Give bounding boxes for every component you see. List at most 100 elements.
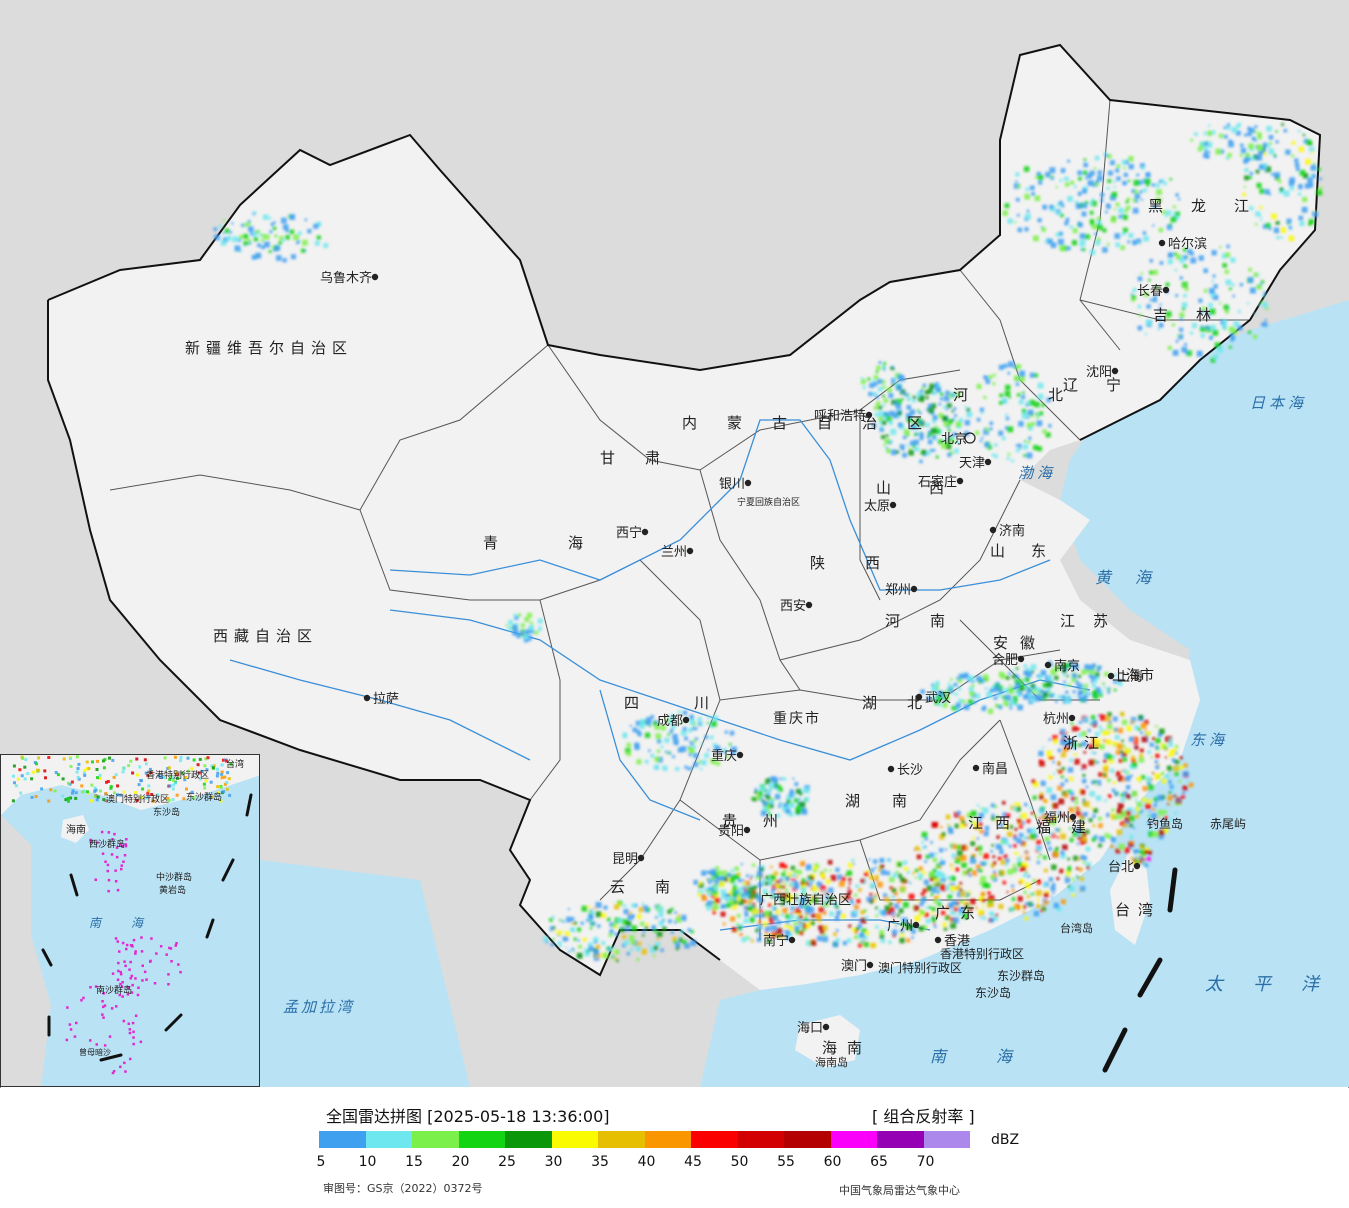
radar-echo bbox=[30, 777, 34, 781]
city-marker[interactable] bbox=[865, 411, 873, 419]
city-marker[interactable] bbox=[1133, 862, 1141, 870]
radar-echo bbox=[1007, 453, 1011, 456]
south-china-sea-inset[interactable]: 香港特别行政区 澳门特别行政区 东沙群岛 东沙岛 海南 西沙群岛 中沙群岛 黄岩… bbox=[0, 754, 260, 1087]
city-marker[interactable] bbox=[363, 694, 371, 702]
radar-echo bbox=[246, 222, 251, 226]
radar-echo bbox=[626, 751, 632, 756]
radar-echo bbox=[896, 398, 902, 405]
island-dot bbox=[111, 1071, 115, 1075]
city-marker[interactable] bbox=[1162, 286, 1170, 294]
radar-echo bbox=[1110, 217, 1117, 223]
radar-echo bbox=[787, 900, 791, 904]
city-marker[interactable] bbox=[686, 547, 694, 555]
radar-echo bbox=[896, 384, 902, 391]
city-marker[interactable] bbox=[989, 526, 997, 534]
radar-echo bbox=[1096, 761, 1100, 764]
city-marker[interactable] bbox=[371, 273, 379, 281]
radar-echo bbox=[1047, 238, 1053, 245]
radar-echo bbox=[738, 926, 742, 930]
city-marker[interactable] bbox=[1111, 367, 1119, 375]
city-marker[interactable] bbox=[889, 501, 897, 509]
region-label: 辽宁 bbox=[1063, 376, 1149, 394]
city-marker[interactable] bbox=[964, 432, 976, 444]
city-label: 海口 bbox=[797, 1021, 823, 1036]
radar-echo bbox=[927, 439, 933, 445]
radar-echo bbox=[608, 932, 613, 937]
city-marker[interactable] bbox=[934, 936, 942, 944]
island-dot bbox=[65, 1038, 69, 1042]
city-marker[interactable] bbox=[641, 528, 649, 536]
radar-echo bbox=[919, 877, 922, 880]
map-canvas[interactable]: 新疆维吾尔自治区 西藏自治区 青海 甘肃 内蒙古自治区 黑龙江 吉林 辽宁 河北… bbox=[0, 0, 1349, 1087]
radar-echo bbox=[1096, 216, 1101, 221]
city-marker[interactable] bbox=[805, 601, 813, 609]
radar-echo bbox=[116, 793, 119, 797]
radar-echo bbox=[758, 932, 762, 936]
city-marker[interactable] bbox=[956, 477, 964, 485]
city-marker[interactable] bbox=[1017, 655, 1025, 663]
city-marker[interactable] bbox=[887, 765, 895, 773]
radar-echo bbox=[1162, 210, 1166, 215]
radar-echo bbox=[968, 873, 972, 877]
radar-echo bbox=[1057, 811, 1061, 815]
inset-labels: 香港特别行政区 澳门特别行政区 东沙群岛 东沙岛 海南 西沙群岛 中沙群岛 黄岩… bbox=[66, 758, 244, 1057]
radar-map[interactable]: 新疆维吾尔自治区 西藏自治区 青海 甘肃 内蒙古自治区 黑龙江 吉林 辽宁 河北… bbox=[0, 0, 1349, 1087]
radar-echo bbox=[1107, 778, 1111, 783]
city-marker[interactable] bbox=[637, 854, 645, 862]
radar-echo bbox=[873, 375, 879, 380]
radar-echo bbox=[1098, 725, 1102, 729]
radar-echo bbox=[1102, 247, 1108, 253]
radar-echo bbox=[1009, 706, 1013, 710]
city-marker[interactable] bbox=[1158, 239, 1166, 247]
radar-echo bbox=[969, 857, 976, 864]
city-marker[interactable] bbox=[743, 826, 751, 834]
city-marker[interactable] bbox=[736, 751, 744, 759]
city-marker[interactable] bbox=[1069, 813, 1077, 821]
radar-echo bbox=[1125, 205, 1131, 210]
radar-echo bbox=[1264, 319, 1267, 322]
radar-echo bbox=[756, 894, 761, 898]
radar-echo bbox=[1152, 269, 1158, 275]
radar-echo bbox=[899, 887, 905, 893]
radar-echo bbox=[1142, 188, 1147, 193]
city-marker[interactable] bbox=[972, 764, 980, 772]
radar-echo bbox=[614, 904, 620, 910]
radar-echo bbox=[950, 909, 957, 916]
city-marker[interactable] bbox=[866, 961, 874, 969]
radar-echo bbox=[1105, 210, 1108, 214]
region-label: 湖北 bbox=[862, 694, 952, 712]
city-marker[interactable] bbox=[788, 936, 796, 944]
city-marker[interactable] bbox=[822, 1023, 830, 1031]
city-marker[interactable] bbox=[912, 921, 920, 929]
city-marker[interactable] bbox=[682, 716, 690, 724]
city-marker[interactable] bbox=[910, 585, 918, 593]
city-marker[interactable] bbox=[984, 458, 992, 466]
radar-echo bbox=[1046, 750, 1052, 756]
radar-echo bbox=[877, 881, 883, 888]
radar-echo bbox=[946, 408, 949, 411]
radar-echo bbox=[621, 920, 624, 924]
radar-echo bbox=[1117, 776, 1123, 782]
radar-echo bbox=[204, 757, 208, 761]
radar-echo bbox=[860, 941, 864, 945]
island-dot bbox=[68, 1023, 72, 1026]
radar-echo bbox=[938, 402, 942, 406]
radar-echo bbox=[1005, 858, 1010, 863]
radar-echo bbox=[840, 913, 846, 919]
radar-echo bbox=[1174, 771, 1179, 776]
city-marker[interactable] bbox=[915, 693, 923, 701]
radar-echo bbox=[1048, 877, 1054, 882]
radar-echo bbox=[906, 870, 910, 874]
radar-echo bbox=[171, 787, 175, 791]
city-marker[interactable] bbox=[744, 479, 752, 487]
radar-echo bbox=[1032, 795, 1037, 800]
radar-echo bbox=[26, 772, 30, 776]
city-marker[interactable] bbox=[1068, 714, 1076, 722]
radar-echo bbox=[1106, 739, 1112, 745]
radar-echo bbox=[263, 214, 269, 220]
region-label: 上海市 bbox=[1112, 667, 1154, 684]
radar-echo bbox=[1289, 177, 1295, 183]
city-marker[interactable] bbox=[1107, 672, 1115, 680]
city-marker[interactable] bbox=[1044, 661, 1052, 669]
radar-echo bbox=[966, 676, 972, 681]
